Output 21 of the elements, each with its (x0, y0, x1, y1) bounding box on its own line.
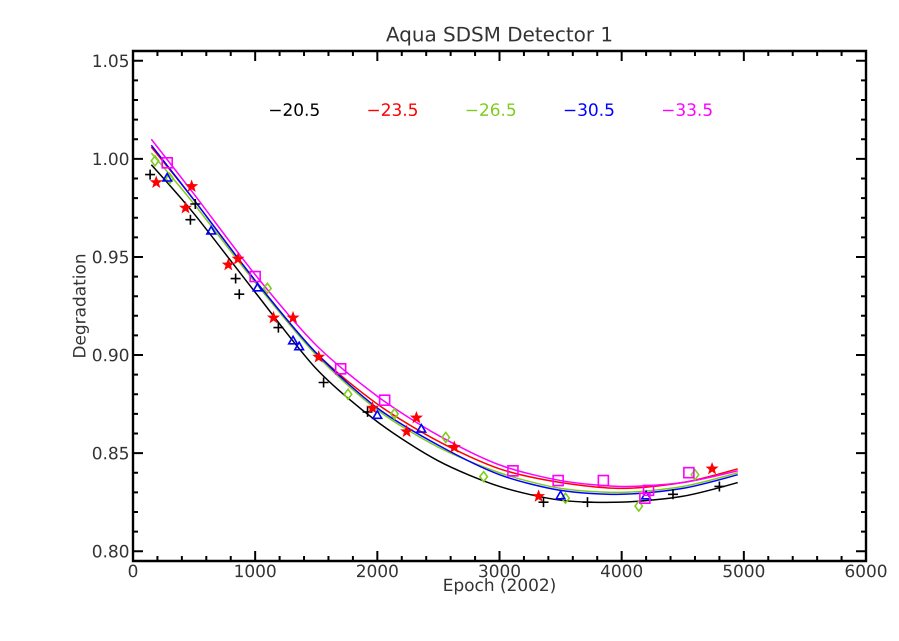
text: −23.5 (368, 103, 417, 116)
y-axis-title: Degradation (72, 254, 89, 357)
y-tick-label: 1.05 (94, 54, 128, 68)
x-tick-label: 0 (128, 564, 138, 578)
x-tick-label: 2000 (357, 564, 398, 578)
y-tick-label: 1.00 (94, 152, 128, 166)
y-tick-label: 0.85 (92, 446, 128, 460)
chart-title: Aqua SDSM Detector 1 (386, 26, 612, 46)
text: −30.5 (564, 103, 614, 116)
text: −26.5 (466, 103, 516, 116)
x-axis-title: Epoch (2002) (444, 578, 555, 595)
x-tick-label: 4000 (600, 564, 642, 578)
x-tick-label: 3000 (479, 564, 520, 578)
text: −33.5 (662, 103, 712, 116)
text: −20.5 (270, 103, 319, 116)
x-tick-label: 6000 (846, 564, 886, 578)
y-tick-label: 0.80 (92, 544, 128, 558)
y-tick-label: 0.90 (92, 348, 128, 362)
y-tick-label: 0.95 (92, 250, 128, 264)
x-tick-label: 1000 (235, 564, 276, 578)
x-tick-label: 5000 (724, 564, 764, 578)
